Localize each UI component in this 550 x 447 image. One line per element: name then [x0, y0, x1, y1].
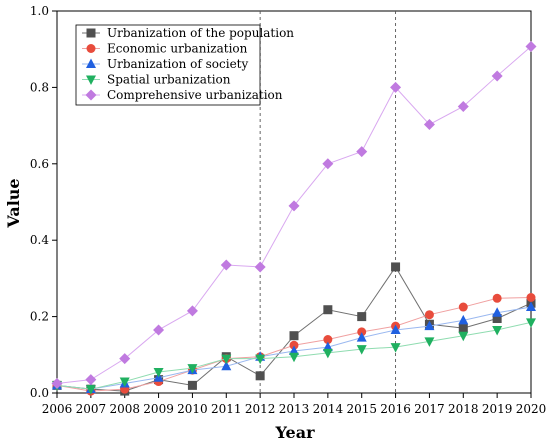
data-point-2-2014 — [322, 341, 333, 352]
data-point-0-2015 — [357, 312, 367, 322]
legend-label-2: Urbanization of society — [107, 57, 249, 71]
x-tick-label-2017: 2017 — [414, 402, 445, 416]
data-point-2-2017 — [424, 320, 435, 331]
data-point-2-2011 — [221, 360, 232, 371]
legend-marker-1 — [86, 44, 96, 53]
x-axis-title: Year — [274, 423, 315, 442]
data-point-4-2020 — [525, 41, 537, 53]
legend-marker-3 — [86, 75, 96, 85]
data-point-4-2009 — [153, 324, 165, 336]
data-point-3-2020 — [526, 318, 536, 328]
data-point-1-2020 — [526, 293, 536, 302]
y-tick-label-0.2: 0.2 — [30, 310, 49, 324]
data-point-2-2016 — [390, 324, 401, 334]
x-tick-label-2012: 2012 — [245, 402, 276, 416]
series-4 — [51, 41, 537, 389]
y-tick-label-0.4: 0.4 — [30, 233, 49, 247]
data-point-3-2009 — [153, 367, 164, 378]
legend-label-4: Comprehensive urbanization — [107, 88, 283, 102]
data-point-1-2017 — [424, 310, 434, 320]
data-point-0-2018 — [458, 323, 468, 333]
legend-marker-2 — [86, 58, 96, 68]
x-tick-label-2008: 2008 — [109, 402, 140, 416]
x-tick-label-2019: 2019 — [482, 402, 513, 416]
data-point-4-2017 — [423, 118, 435, 130]
x-tick-label-2010: 2010 — [177, 402, 208, 416]
data-point-4-2019 — [491, 70, 503, 82]
data-point-2-2018 — [458, 314, 469, 325]
data-point-3-2011 — [221, 354, 232, 365]
x-tick-label-2013: 2013 — [279, 402, 310, 416]
x-tick-label-2016: 2016 — [380, 402, 411, 416]
data-point-3-2019 — [492, 325, 503, 336]
data-point-4-2012 — [254, 261, 266, 273]
data-point-1-2018 — [458, 302, 468, 312]
data-point-3-2007 — [85, 385, 96, 395]
data-point-2-2019 — [492, 307, 503, 317]
data-point-4-2006 — [51, 377, 63, 389]
x-tick-label-2020: 2020 — [516, 402, 547, 416]
data-point-4-2011 — [220, 259, 232, 271]
legend-marker-4 — [85, 89, 97, 101]
data-point-3-2012 — [255, 354, 266, 365]
x-tick-label-2007: 2007 — [76, 402, 107, 416]
data-point-1-2014 — [323, 335, 333, 345]
data-point-3-2018 — [458, 331, 469, 342]
data-point-3-2010 — [187, 364, 198, 374]
legend-marker-0 — [86, 28, 96, 38]
data-point-2-2015 — [356, 332, 367, 342]
data-point-0-2019 — [492, 314, 502, 324]
data-point-4-2013 — [288, 200, 300, 212]
y-tick-label-1.0: 1.0 — [30, 4, 49, 18]
data-point-0-2010 — [187, 380, 197, 390]
data-point-4-2015 — [356, 146, 368, 158]
x-tick-label-2009: 2009 — [143, 402, 174, 416]
y-tick-label-0.0: 0.0 — [30, 386, 49, 400]
y-tick-label-0.6: 0.6 — [30, 157, 49, 171]
data-point-4-2016 — [390, 81, 402, 93]
data-point-3-2008 — [119, 377, 130, 388]
legend-label-1: Economic urbanization — [107, 42, 248, 56]
legend: Urbanization of the population Economic u… — [75, 24, 294, 106]
x-tick-label-2014: 2014 — [313, 402, 344, 416]
data-point-3-2014 — [322, 348, 333, 359]
data-point-4-2007 — [85, 374, 97, 386]
data-point-1-2019 — [492, 293, 502, 303]
data-point-2-2020 — [526, 301, 536, 312]
data-point-3-2015 — [356, 345, 367, 355]
data-point-0-2016 — [391, 262, 401, 272]
data-point-3-2016 — [390, 343, 401, 353]
data-point-3-2013 — [289, 352, 299, 363]
x-tick-label-2018: 2018 — [448, 402, 479, 416]
y-tick-label-0.8: 0.8 — [30, 80, 49, 94]
x-tick-label-2006: 2006 — [42, 402, 73, 416]
data-point-1-2013 — [289, 340, 299, 350]
legend-box — [75, 24, 261, 106]
data-point-4-2008 — [119, 353, 131, 365]
series-0 — [52, 262, 536, 396]
data-point-1-2015 — [357, 327, 367, 337]
data-point-0-2012 — [255, 371, 265, 381]
legend-label-3: Spatial urbanization — [107, 73, 231, 87]
data-point-4-2014 — [322, 158, 334, 170]
data-point-2-2013 — [289, 345, 299, 355]
x-tick-label-2015: 2015 — [346, 402, 377, 416]
data-point-3-2017 — [424, 337, 435, 347]
legend-label-0: Urbanization of the population — [107, 26, 294, 40]
data-point-0-2014 — [323, 305, 333, 315]
y-axis-title: Value — [4, 178, 23, 228]
x-tick-label-2011: 2011 — [211, 402, 242, 416]
data-point-4-2018 — [457, 101, 469, 112]
data-point-0-2013 — [289, 331, 299, 341]
data-point-4-2010 — [186, 305, 198, 317]
